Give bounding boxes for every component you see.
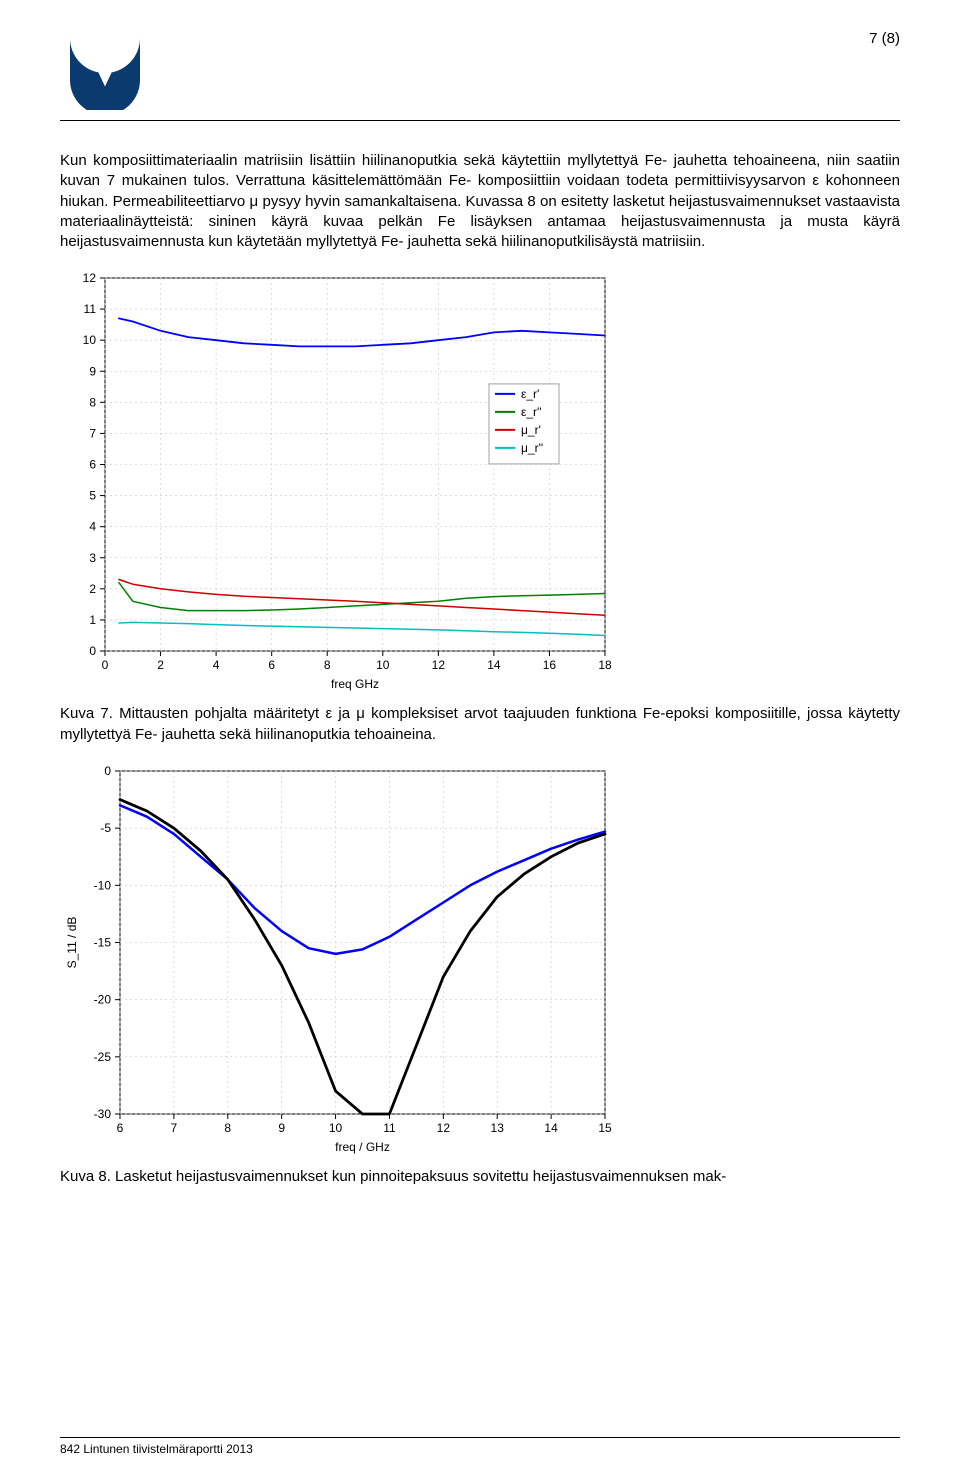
svg-text:freq / GHz: freq / GHz: [335, 1140, 390, 1154]
svg-text:8: 8: [224, 1121, 231, 1135]
svg-text:MATINE: MATINE: [81, 94, 130, 109]
svg-text:-15: -15: [94, 935, 112, 949]
svg-text:6: 6: [117, 1121, 124, 1135]
chart-8: 6 7 8 9 10 11 12 13 14 15 -30 -25 -20 -15 -10 -5 0 freq /…: [60, 759, 620, 1159]
svg-text:12: 12: [437, 1121, 451, 1135]
svg-text:2: 2: [89, 582, 96, 596]
page: MATINE 7 (8) Kun komposiittimateriaalin …: [0, 0, 960, 1474]
paragraph-1: Kun komposiittimateriaalin matriisiin li…: [60, 151, 900, 252]
svg-text:-10: -10: [94, 878, 112, 892]
page-number: 7 (8): [869, 30, 900, 47]
svg-text:S_11 / dB: S_11 / dB: [65, 916, 79, 968]
page-header: MATINE 7 (8): [60, 30, 900, 110]
svg-text:2: 2: [157, 658, 164, 672]
svg-text:-5: -5: [100, 821, 111, 835]
svg-text:7: 7: [171, 1121, 178, 1135]
svg-text:8: 8: [89, 396, 96, 410]
svg-text:freq GHz: freq GHz: [331, 677, 379, 691]
svg-text:9: 9: [89, 365, 96, 379]
svg-text:-20: -20: [94, 992, 112, 1006]
svg-text:12: 12: [83, 271, 97, 285]
svg-text:ε_r': ε_r': [521, 387, 539, 401]
svg-text:6: 6: [89, 458, 96, 472]
svg-text:8: 8: [324, 658, 331, 672]
svg-text:-25: -25: [94, 1050, 112, 1064]
svg-text:14: 14: [487, 658, 501, 672]
svg-text:18: 18: [598, 658, 612, 672]
svg-text:11: 11: [383, 1121, 396, 1135]
svg-text:4: 4: [213, 658, 220, 672]
svg-text:6: 6: [268, 658, 275, 672]
svg-text:10: 10: [376, 658, 390, 672]
svg-text:-30: -30: [94, 1107, 112, 1121]
svg-text:ε_r'': ε_r'': [521, 405, 542, 419]
header-rule: [60, 120, 900, 121]
svg-text:13: 13: [491, 1121, 505, 1135]
svg-text:4: 4: [89, 520, 96, 534]
svg-text:μ_r'': μ_r'': [521, 441, 543, 455]
svg-text:10: 10: [83, 333, 97, 347]
svg-text:10: 10: [329, 1121, 343, 1135]
svg-text:3: 3: [89, 551, 96, 565]
svg-text:7: 7: [89, 427, 96, 441]
svg-text:15: 15: [598, 1121, 612, 1135]
chart-7-container: 0246810121416180123456789101112freq GHzε…: [60, 266, 620, 696]
svg-text:0: 0: [89, 644, 96, 658]
figure-7-caption: Kuva 7. Mittausten pohjalta määritetyt ε…: [60, 704, 900, 745]
svg-text:5: 5: [89, 489, 96, 503]
svg-text:12: 12: [432, 658, 446, 672]
svg-text:0: 0: [102, 658, 109, 672]
chart-8-container: 6 7 8 9 10 11 12 13 14 15 -30 -25 -20 -15 -10 -5 0 freq /…: [60, 759, 620, 1159]
svg-text:11: 11: [84, 302, 97, 316]
svg-text:14: 14: [544, 1121, 558, 1135]
matine-logo: MATINE: [60, 30, 150, 110]
svg-text:μ_r': μ_r': [521, 423, 541, 437]
svg-text:16: 16: [543, 658, 557, 672]
figure-8-caption: Kuva 8. Lasketut heijastusvaimennukset k…: [60, 1167, 900, 1187]
chart-7: 0246810121416180123456789101112freq GHzε…: [60, 266, 620, 696]
svg-text:9: 9: [278, 1121, 285, 1135]
page-footer: 842 Lintunen tiivistelmäraportti 2013: [60, 1437, 900, 1456]
svg-text:0: 0: [104, 764, 111, 778]
svg-text:1: 1: [89, 613, 96, 627]
